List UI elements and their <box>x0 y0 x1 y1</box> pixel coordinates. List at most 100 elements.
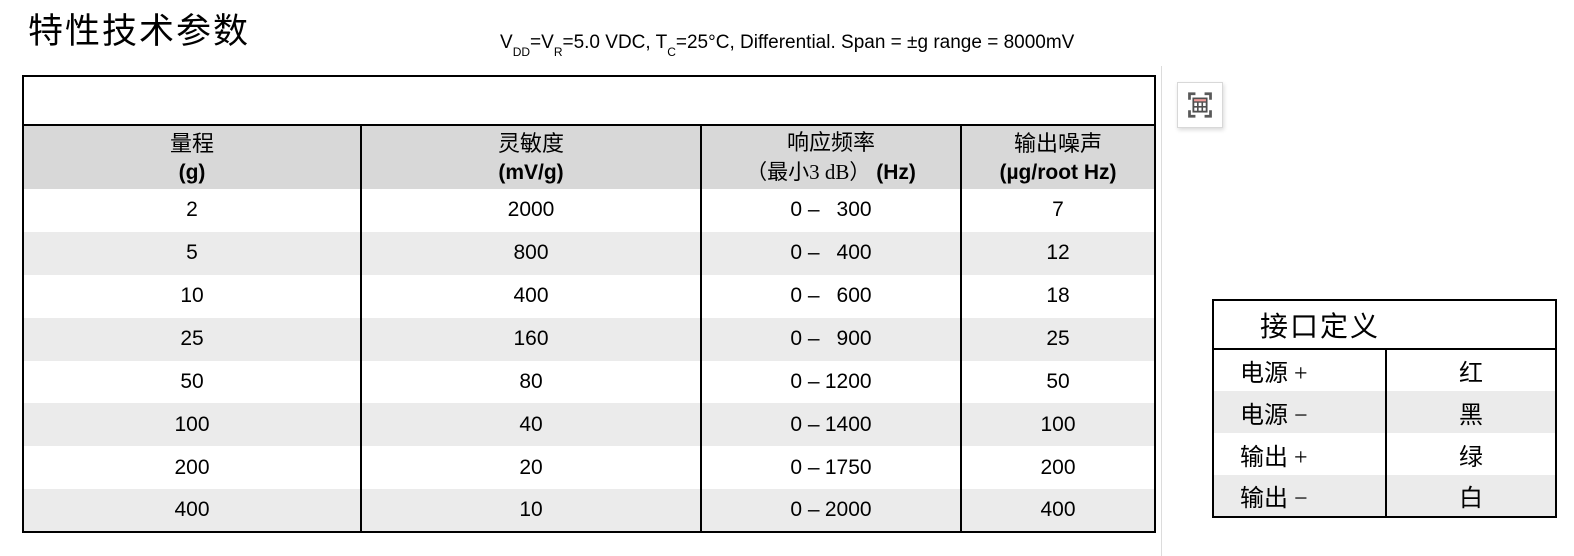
cond-seg: =5.0 VDC, T <box>562 32 668 53</box>
cell-sensitivity: 80 <box>360 360 701 404</box>
interface-table-row: 电源 − 黑 <box>1213 391 1556 433</box>
spec-table-row: 2 2000 0 – 300 7 <box>23 189 1155 232</box>
interface-table: 接口定义 电源 + 红 电源 − 黑 输出 + 绿 输出 − 白 <box>1212 299 1557 518</box>
cell-frequency: 0 –1400 <box>700 403 961 447</box>
cell-sensitivity: 20 <box>360 446 701 490</box>
cell-sensitivity: 40 <box>360 403 701 447</box>
col-header-frequency-unit: （最小3 dB） (Hz) <box>702 158 960 187</box>
col-header-frequency-unit-cn: （最小3 dB） <box>746 160 871 184</box>
interface-table-title-row: 接口定义 <box>1213 300 1556 350</box>
cell-pin: 输出 + <box>1240 444 1308 471</box>
freq-value: 400 <box>836 241 872 265</box>
freq-prefix: 0 – <box>790 198 820 222</box>
cell-range: 100 <box>23 403 361 447</box>
cell-sensitivity: 10 <box>360 489 701 533</box>
spec-table-row: 50 80 0 –1200 50 <box>23 360 1155 404</box>
cell-wire-color: 红 <box>1385 349 1556 391</box>
test-conditions: VDD=VR=5.0 VDC, TC=25°C, Differential. S… <box>500 31 1075 58</box>
cond-seg: =V <box>530 32 554 53</box>
cond-sub: DD <box>512 44 531 59</box>
freq-prefix: 0 – <box>790 327 820 351</box>
col-header-range-unit: (g) <box>178 160 206 184</box>
col-header-frequency: 响应频率 （最小3 dB） (Hz) <box>700 125 961 189</box>
cell-frequency: 0 – 400 <box>700 231 961 275</box>
cell-range: 10 <box>180 284 204 308</box>
col-header-sensitivity-unit: (mV/g) <box>498 160 564 184</box>
cell-range: 50 <box>180 370 204 393</box>
cell-sensitivity: 800 <box>360 231 701 275</box>
interface-table-row: 输出 − 白 <box>1213 475 1556 517</box>
cell-range: 5 <box>23 231 361 275</box>
cell-pin: 电源 + <box>1240 361 1308 387</box>
cell-noise: 400 <box>960 489 1155 533</box>
cond-sub: R <box>553 44 563 59</box>
spec-table-row: 100 40 0 –1400 100 <box>23 403 1155 447</box>
freq-prefix: 0 – <box>790 370 820 393</box>
cell-range: 2 <box>186 198 198 222</box>
freq-prefix: 0 – <box>790 241 820 265</box>
freq-prefix: 0 – <box>790 498 820 522</box>
cond-seg: V <box>500 32 513 53</box>
cell-sensitivity: 2000 <box>360 189 701 232</box>
freq-prefix: 0 – <box>790 284 820 308</box>
cond-seg: =25°C, Differential. Span = ±g range = 8… <box>675 32 1075 53</box>
cell-noise: 50 <box>960 360 1155 404</box>
freq-value: 1750 <box>824 455 872 479</box>
cell-noise: 200 <box>960 446 1155 490</box>
cell-noise: 18 <box>960 274 1155 318</box>
freq-value: 1400 <box>824 412 872 436</box>
cell-range: 400 <box>23 489 361 533</box>
interface-table-title: 接口定义 <box>1213 300 1556 350</box>
freq-value: 300 <box>836 198 872 222</box>
interface-table-row: 输出 + 绿 <box>1213 433 1556 475</box>
cell-wire-color: 白 <box>1385 475 1556 517</box>
freq-value: 1200 <box>824 370 872 393</box>
cell-frequency: 0 –1200 <box>700 360 961 404</box>
spec-table-row: 400 10 0 –2000 400 <box>23 489 1155 533</box>
cell-frequency: 0 –2000 <box>700 489 961 533</box>
freq-value: 2000 <box>824 498 872 522</box>
cell-frequency: 0 – 900 <box>700 317 961 361</box>
cell-frequency: 0 – 300 <box>700 189 961 232</box>
cell-noise: 12 <box>960 231 1155 275</box>
spec-table-row: 10 400 0 – 600 18 <box>23 274 1155 318</box>
table-tool-button[interactable] <box>1177 82 1223 128</box>
col-header-frequency-name: 响应频率 <box>786 130 875 155</box>
col-header-noise: 输出噪声 (µg/root Hz) <box>960 125 1155 189</box>
cell-sensitivity: 160 <box>360 317 701 361</box>
col-header-frequency-unit-en: (Hz) <box>876 161 916 184</box>
cell-pin: 电源 − <box>1213 391 1386 433</box>
freq-value: 900 <box>836 327 872 351</box>
cell-frequency: 0 – 600 <box>700 274 961 318</box>
cell-sensitivity: 400 <box>360 274 701 318</box>
spec-table-row: 5 800 0 – 400 12 <box>23 231 1155 275</box>
cell-noise: 100 <box>960 403 1155 447</box>
freq-prefix: 0 – <box>790 455 820 479</box>
cell-wire-color: 绿 <box>1385 433 1556 475</box>
cell-pin: 输出 − <box>1213 475 1386 517</box>
cell-wire-color: 黑 <box>1385 391 1556 433</box>
cell-range: 25 <box>23 317 361 361</box>
col-header-sensitivity: 灵敏度 (mV/g) <box>360 125 701 189</box>
spec-table-empty-row <box>23 76 1155 126</box>
table-capture-icon <box>1188 92 1212 118</box>
col-header-sensitivity-name: 灵敏度 <box>497 130 564 156</box>
cell-noise: 25 <box>960 317 1155 361</box>
freq-prefix: 0 – <box>790 412 820 436</box>
spec-table-header-row: 量程 (g) 灵敏度 (mV/g) 响应频率 （最小3 dB） (Hz) 输出噪… <box>23 125 1155 189</box>
page-boundary-line <box>1161 66 1162 556</box>
spec-table: 量程 (g) 灵敏度 (mV/g) 响应频率 （最小3 dB） (Hz) 输出噪… <box>22 75 1156 534</box>
cond-sub: C <box>667 44 676 59</box>
spec-table-row: 200 20 0 –1750 200 <box>23 446 1155 490</box>
interface-table-row: 电源 + 红 <box>1213 349 1556 391</box>
cell-range: 200 <box>174 455 210 479</box>
col-header-noise-name: 输出噪声 <box>1013 130 1102 156</box>
cell-frequency: 0 –1750 <box>700 446 961 490</box>
page-title: 特性技术参数 <box>28 12 251 51</box>
col-header-range: 量程 (g) <box>23 125 361 189</box>
freq-value: 600 <box>836 284 872 308</box>
col-header-range-name: 量程 <box>169 130 214 156</box>
col-header-noise-unit: (µg/root Hz) <box>999 160 1117 184</box>
cell-noise: 7 <box>960 189 1155 232</box>
